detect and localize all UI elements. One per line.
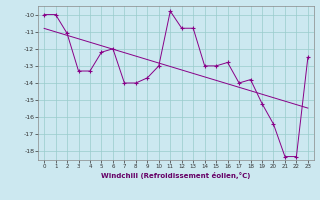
X-axis label: Windchill (Refroidissement éolien,°C): Windchill (Refroidissement éolien,°C) [101,172,251,179]
